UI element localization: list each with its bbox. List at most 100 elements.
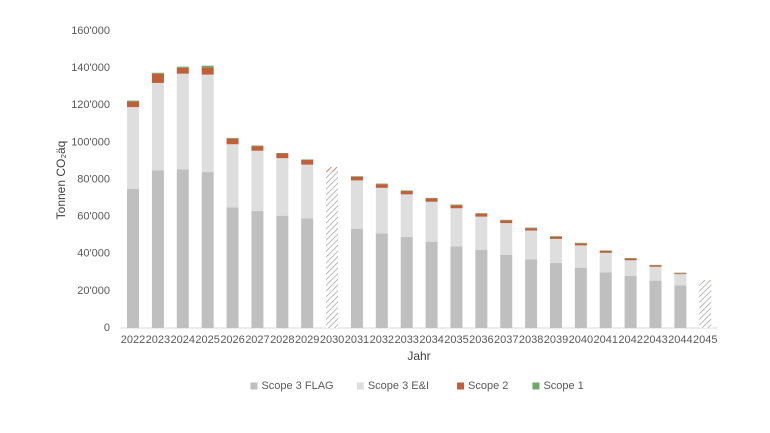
bar-segment <box>599 272 612 328</box>
bar-segment <box>375 184 388 188</box>
bar-segment <box>500 223 513 255</box>
bar-segment <box>151 170 164 328</box>
bar-segment <box>201 172 214 328</box>
bar-segment <box>624 258 637 259</box>
bar-segment <box>649 265 662 267</box>
bar-segment <box>549 236 562 239</box>
bar-segment <box>400 191 413 195</box>
bar-segment <box>201 67 214 75</box>
bar-segment <box>127 101 140 108</box>
x-tick-label: 2044 <box>668 334 692 346</box>
bar-segment <box>574 267 587 328</box>
y-tick-label: 60'000 <box>77 211 110 223</box>
x-tick-label: 2022 <box>121 334 145 346</box>
bar-segment <box>226 138 239 145</box>
bar-segment <box>574 245 587 268</box>
x-tick-label: 2026 <box>220 334 244 346</box>
y-axis-title: Tonnen CO₂äq <box>54 141 68 220</box>
bar-segment <box>425 198 438 202</box>
bar-segment <box>624 260 637 277</box>
legend-label: Scope 3 E&I <box>368 380 429 392</box>
x-axis-title: Jahr <box>407 349 430 363</box>
bar-segment <box>425 201 438 242</box>
x-tick-label: 2032 <box>370 334 394 346</box>
bar-segment <box>500 219 513 221</box>
legend-swatch <box>356 382 364 390</box>
bar-segment <box>500 220 513 224</box>
bar-segment <box>649 264 662 266</box>
x-tick-label: 2035 <box>444 334 468 346</box>
x-tick-label: 2029 <box>295 334 319 346</box>
bar-segment <box>649 280 662 328</box>
bar-segment <box>475 213 488 214</box>
bar-segment <box>176 169 189 328</box>
legend-label: Scope 1 <box>543 380 583 392</box>
bar-segment <box>674 272 687 274</box>
bar-segment <box>699 281 712 290</box>
y-tick-label: 100'000 <box>71 136 110 148</box>
x-tick-label: 2023 <box>146 334 170 346</box>
bar-segment <box>326 224 339 328</box>
bar-segment <box>400 190 413 192</box>
bar-segment <box>525 228 538 231</box>
bar-segment <box>276 152 289 154</box>
bar-segment <box>176 66 189 68</box>
bar-segment <box>500 254 513 328</box>
x-tick-label: 2025 <box>195 334 219 346</box>
y-tick-label: 0 <box>104 322 110 334</box>
bar-segment <box>400 194 413 238</box>
bar-segment <box>326 172 339 225</box>
bar-segment <box>475 213 488 217</box>
bar-segment <box>350 228 363 328</box>
bar-segment <box>699 289 712 328</box>
bar-segment <box>425 241 438 328</box>
bar-segment <box>151 73 164 83</box>
bar-segment <box>525 227 538 229</box>
bar-segment <box>450 246 463 328</box>
bar-segment <box>127 107 140 189</box>
x-tick-label: 2042 <box>618 334 642 346</box>
bar-segment <box>350 176 363 177</box>
x-tick-label: 2037 <box>494 334 518 346</box>
bar-segment <box>375 187 388 234</box>
bar-segment <box>276 158 289 216</box>
legend-swatch <box>250 382 258 390</box>
bar-segment <box>549 238 562 264</box>
bar-segment <box>350 176 363 181</box>
bar-segment <box>201 74 214 173</box>
bar-segment <box>326 167 339 173</box>
bar-segment <box>301 218 314 328</box>
bar-segment <box>525 230 538 260</box>
bar-segment <box>176 67 189 74</box>
x-tick-label: 2038 <box>519 334 543 346</box>
x-tick-label: 2036 <box>469 334 493 346</box>
bar-segment <box>151 82 164 171</box>
bar-segment <box>176 73 189 170</box>
bar-segment <box>301 164 314 219</box>
bar-segment <box>151 72 164 74</box>
bar-segment <box>674 285 687 328</box>
x-tick-label: 2045 <box>693 334 717 346</box>
bar-segment <box>699 280 712 281</box>
legend-swatch <box>457 382 465 390</box>
x-tick-label: 2040 <box>569 334 593 346</box>
x-tick-label: 2039 <box>544 334 568 346</box>
bar-segment <box>699 280 712 282</box>
bar-segment <box>624 276 637 328</box>
bar-segment <box>276 215 289 328</box>
bar-segment <box>599 252 612 273</box>
bar-segment <box>201 65 214 68</box>
bar-segment <box>251 150 264 212</box>
bar-segment <box>649 266 662 281</box>
x-tick-label: 2034 <box>419 334 443 346</box>
bar-segment <box>251 146 264 151</box>
bar-segment <box>599 250 612 253</box>
y-tick-label: 120'000 <box>71 99 110 111</box>
bar-segment <box>475 216 488 251</box>
bar-segment <box>450 205 463 209</box>
bar-segment <box>549 236 562 237</box>
y-tick-label: 80'000 <box>77 173 110 185</box>
bar-segment <box>226 137 239 139</box>
bar-segment <box>525 259 538 328</box>
